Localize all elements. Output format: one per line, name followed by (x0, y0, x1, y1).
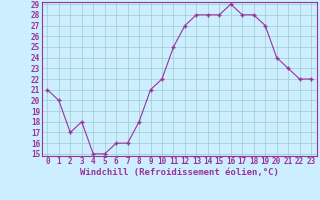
X-axis label: Windchill (Refroidissement éolien,°C): Windchill (Refroidissement éolien,°C) (80, 168, 279, 177)
